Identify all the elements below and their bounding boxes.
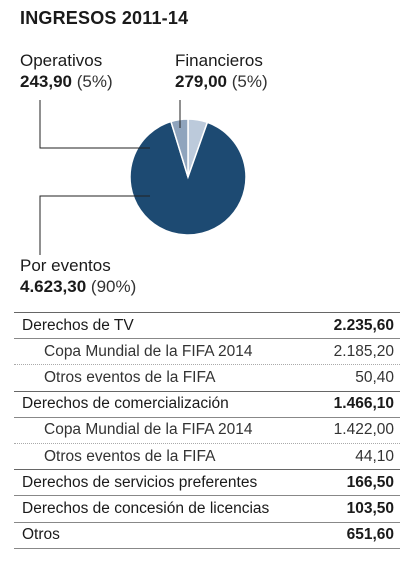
table-row: Copa Mundial de la FIFA 2014 1.422,00 xyxy=(14,418,400,444)
row-label: Otros eventos de la FIFA xyxy=(44,368,216,386)
table-row: Derechos de concesión de licencias 103,50 xyxy=(14,496,400,523)
slice-value-operativos: 243,90 xyxy=(20,72,72,91)
row-value: 1.466,10 xyxy=(333,395,394,413)
table-row: Derechos de TV 2.235,60 xyxy=(14,313,400,340)
row-label: Otros eventos de la FIFA xyxy=(44,447,216,465)
label-financieros: Financieros 279,00 (5%) xyxy=(175,50,268,92)
pie-chart xyxy=(39,100,247,255)
slice-pct-por-eventos: (90%) xyxy=(90,277,137,296)
row-label: Derechos de comercialización xyxy=(22,395,229,413)
leader-por-eventos xyxy=(39,195,150,255)
row-value: 2.185,20 xyxy=(333,342,394,360)
pie-slice-por-eventos xyxy=(129,120,247,236)
table-row: Otros eventos de la FIFA 44,10 xyxy=(14,444,400,471)
row-value: 103,50 xyxy=(346,499,394,517)
table-row: Copa Mundial de la FIFA 2014 2.185,20 xyxy=(14,339,400,366)
slice-value-por-eventos: 4.623,30 xyxy=(20,277,87,296)
row-label: Derechos de servicios preferentes xyxy=(22,473,258,491)
leader-operativos xyxy=(39,100,150,149)
label-operativos: Operativos 243,90 (5%) xyxy=(20,50,113,92)
slice-pct-financieros: (5%) xyxy=(231,72,268,91)
row-value: 50,40 xyxy=(355,368,394,386)
row-value: 2.235,60 xyxy=(333,316,394,334)
slice-value-financieros: 279,00 xyxy=(175,72,227,91)
table-row: Derechos de servicios preferentes 166,50 xyxy=(14,470,400,497)
slice-name-operativos: Operativos xyxy=(20,51,103,70)
label-por-eventos: Por eventos 4.623,30 (90%) xyxy=(20,255,136,297)
table-row: Otros 651,60 xyxy=(14,523,400,549)
row-value: 166,50 xyxy=(346,473,394,491)
revenue-table: Derechos de TV 2.235,60 Copa Mundial de la… xyxy=(14,312,400,549)
row-label: Otros xyxy=(22,526,60,544)
row-value: 44,10 xyxy=(355,447,394,465)
pie-slice-operativos xyxy=(170,118,189,178)
row-label: Derechos de concesión de licencias xyxy=(22,499,270,517)
slice-name-financieros: Financieros xyxy=(175,51,263,70)
slice-name-por-eventos: Por eventos xyxy=(20,256,111,275)
table-row: Otros eventos de la FIFA 50,40 xyxy=(14,365,400,392)
row-label: Derechos de TV xyxy=(22,316,134,334)
chart-title: INGRESOS 2011-14 xyxy=(20,8,189,28)
row-label: Copa Mundial de la FIFA 2014 xyxy=(44,342,253,360)
row-value: 1.422,00 xyxy=(333,421,394,439)
row-label: Copa Mundial de la FIFA 2014 xyxy=(44,421,253,439)
row-value: 651,60 xyxy=(346,526,394,544)
slice-pct-operativos: (5%) xyxy=(76,72,113,91)
table-row: Derechos de comercialización 1.466,10 xyxy=(14,392,400,418)
